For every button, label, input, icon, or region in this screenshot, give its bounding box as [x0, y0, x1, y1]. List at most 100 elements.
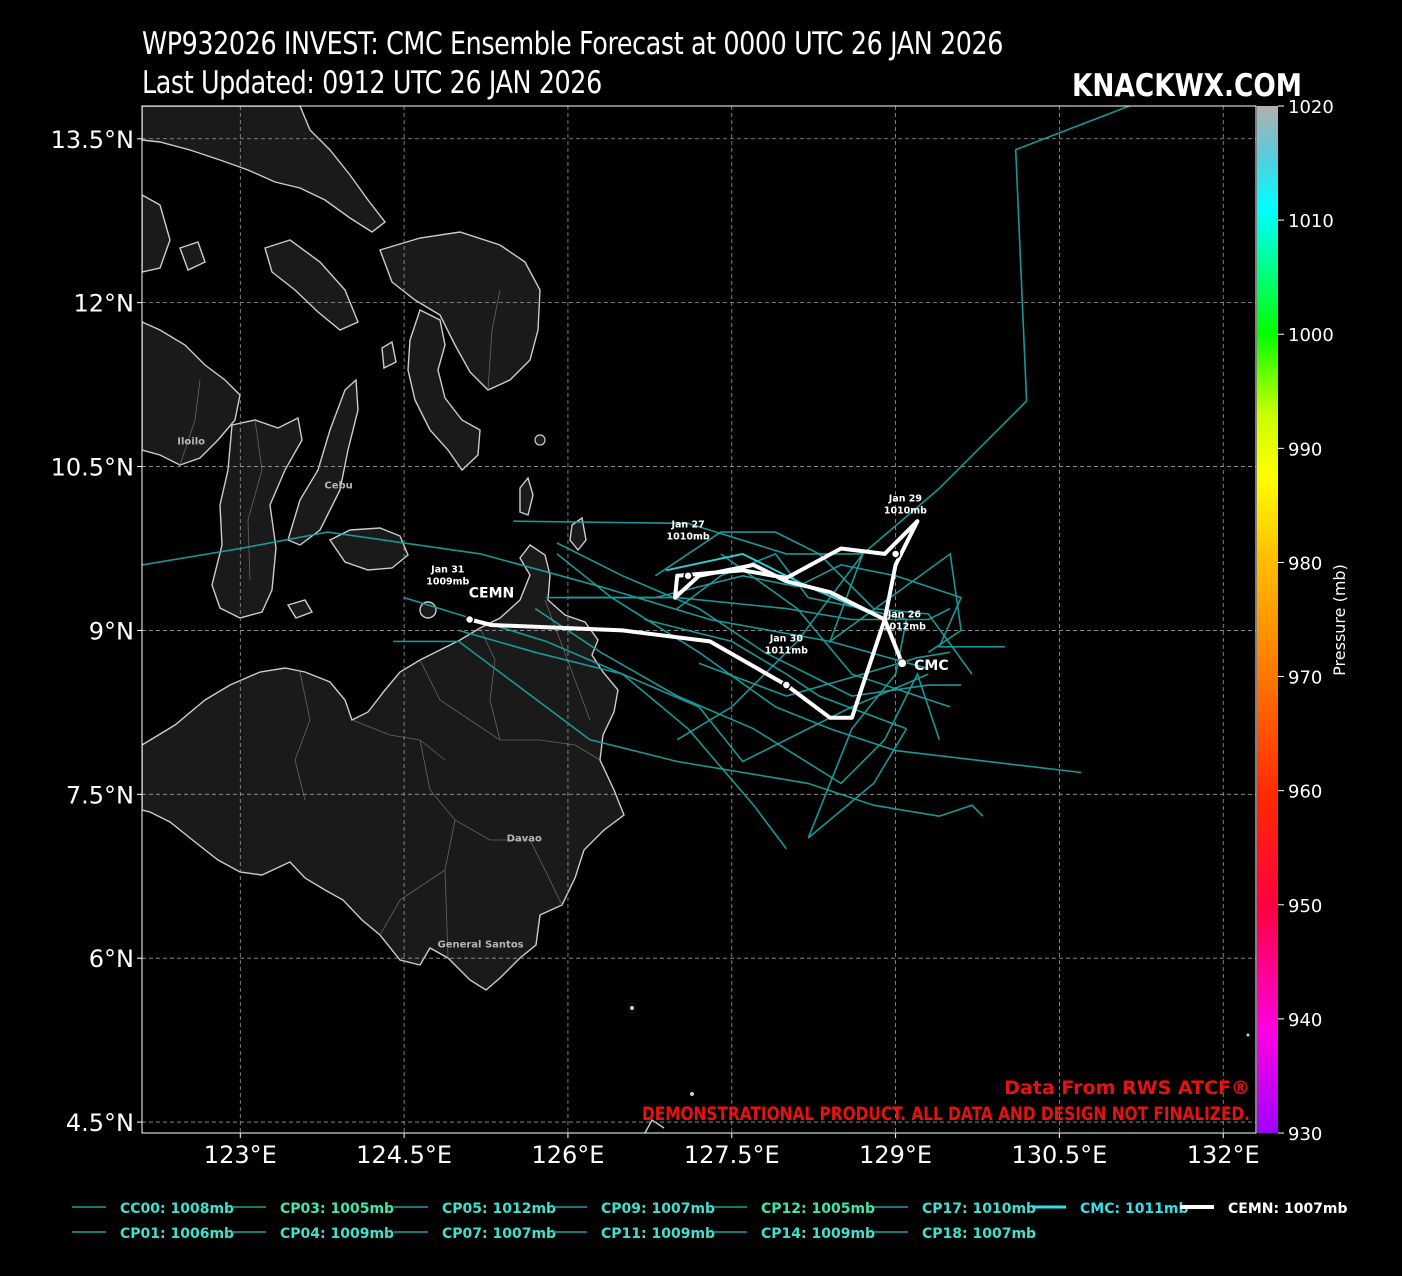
colorbar-tick-label: 1010: [1288, 211, 1334, 232]
date-marker-dot: [897, 658, 907, 668]
legend-label: CP17: 1010mb: [922, 1201, 1036, 1217]
lon-tick-label: 126°E: [531, 1141, 604, 1169]
date-marker-date: Jan 27: [670, 520, 704, 531]
grid-lines: [142, 106, 1256, 1133]
land-layer: [142, 106, 1250, 1133]
leyte-island: [407, 309, 481, 472]
chart-title: WP932026 INVEST: CMC Ensemble Forecast a…: [142, 26, 1004, 62]
data-source-note: Data From RWS ATCF®: [1004, 1077, 1250, 1099]
siargao-island: [569, 516, 587, 552]
colorbar-gradient: [1257, 106, 1278, 1133]
ensemble-member-track: [458, 629, 788, 850]
ensemble-member-track: [567, 564, 1005, 648]
ensemble-member-track: [393, 640, 984, 818]
legend-label: CP14: 1009mb: [761, 1226, 875, 1242]
sibuyan-island: [179, 241, 206, 271]
dinagat-island: [519, 476, 534, 516]
ensemble-member-track: [644, 618, 907, 730]
luzon-bicol: [142, 106, 386, 233]
mindanao-landmass: [142, 544, 625, 991]
colorbar-tick-label: 1000: [1288, 325, 1334, 346]
cmc-track-label: CMC: [914, 658, 948, 674]
map-frame: [141, 105, 1257, 1134]
ensemble-member-track: [556, 542, 962, 697]
city-label: Davao: [507, 833, 542, 844]
samar-island: [379, 231, 541, 391]
city-label: Cebu: [324, 480, 352, 491]
legend-label: CEMN: 1007mb: [1228, 1201, 1348, 1217]
date-marker-date: Jan 29: [888, 494, 922, 505]
date-marker-pressure: 1009mb: [426, 577, 469, 588]
ensemble-member-track: [676, 106, 1132, 741]
ensemble-member-track: [654, 531, 973, 675]
ensemble-member-track: [142, 531, 929, 670]
lat-tick-label: 12°N: [74, 290, 135, 318]
mindoro-island: [142, 194, 171, 273]
date-marker-dot: [464, 614, 475, 625]
lat-tick-label: 13.5°N: [51, 126, 134, 154]
ensemble-member-track: [403, 596, 929, 763]
colorbar-tick-label: 930: [1288, 1124, 1322, 1145]
city-label: Iloilo: [177, 437, 205, 448]
cmc-end-dot: [898, 659, 907, 668]
islet-3: [690, 1092, 694, 1096]
colorbar-tick-label: 940: [1288, 1010, 1322, 1031]
legend-label: CP09: 1007mb: [601, 1201, 715, 1217]
legend-label: CP05: 1012mb: [442, 1201, 556, 1217]
legend-label: CP07: 1007mb: [442, 1226, 556, 1242]
masbate-island: [264, 239, 359, 331]
disclaimer-note: DEMONSTRATIONAL PRODUCT. ALL DATA AND DE…: [642, 1103, 1250, 1125]
ensemble-member-track: [546, 596, 951, 621]
date-marker-date: Jan 30: [769, 633, 804, 644]
cebu-island: [287, 378, 359, 546]
legend-label: CP11: 1009mb: [601, 1226, 715, 1242]
negros-island: [211, 416, 303, 619]
islet-1: [534, 434, 546, 446]
date-marker-pressure: 1010mb: [667, 532, 710, 543]
date-marker-dot: [683, 571, 693, 581]
ensemble-member-track: [534, 607, 941, 785]
province-borders: [179, 289, 601, 959]
cemn-track: [469, 519, 920, 720]
ensemble-member-track: [556, 553, 1082, 774]
colorbar-tick-label: 960: [1288, 782, 1322, 803]
lat-tick-label: 9°N: [89, 617, 134, 645]
axis-ticks: 13.5°N 12°N 10.5°N 9°N 7.5°N 6°N 4.5°N 123°E 124…: [51, 126, 1260, 1169]
biliran-island: [381, 340, 397, 370]
panay-island: [142, 321, 241, 466]
ensemble-member-track: [513, 520, 962, 653]
colorbar-tick-label: 990: [1288, 439, 1322, 460]
date-marker-date: Jan 26: [887, 609, 922, 620]
lon-tick-label: 124.5°E: [356, 1141, 452, 1169]
colorbar-tick-label: 980: [1288, 553, 1322, 574]
lat-tick-label: 6°N: [89, 945, 134, 973]
lat-tick-label: 4.5°N: [66, 1109, 134, 1137]
cmc-track: [665, 552, 904, 664]
talaud-edge: [644, 1118, 665, 1133]
lon-tick-label: 123°E: [204, 1141, 277, 1169]
lat-tick-label: 10.5°N: [51, 454, 134, 482]
brand-logo: KNACKWX.COM: [1072, 68, 1302, 104]
colorbar-label: Pressure (mb): [1330, 564, 1349, 676]
bohol-island: [328, 527, 409, 571]
lon-tick-label: 127.5°E: [684, 1141, 780, 1169]
colorbar-tick-label: 970: [1288, 668, 1322, 689]
date-marker-pressure: 1010mb: [884, 506, 927, 517]
islet-2: [630, 1006, 634, 1010]
chart-subtitle: Last Updated: 0912 UTC 26 JAN 2026: [142, 65, 602, 101]
camiguin-island: [419, 601, 437, 619]
date-marker-pressure: 1011mb: [765, 645, 808, 656]
lon-tick-label: 132°E: [1187, 1141, 1260, 1169]
ensemble-member-track: [676, 552, 908, 839]
legend-label: CP18: 1007mb: [922, 1226, 1036, 1242]
lat-tick-label: 7.5°N: [66, 781, 134, 809]
date-marker-pressure: 1012mb: [883, 621, 926, 632]
legend-label: CP12: 1005mb: [761, 1201, 875, 1217]
ensemble-member-track: [720, 553, 951, 708]
date-marker-dot: [890, 549, 901, 559]
legend-label: CP04: 1009mb: [280, 1226, 394, 1242]
city-label: General Santos: [437, 939, 523, 950]
